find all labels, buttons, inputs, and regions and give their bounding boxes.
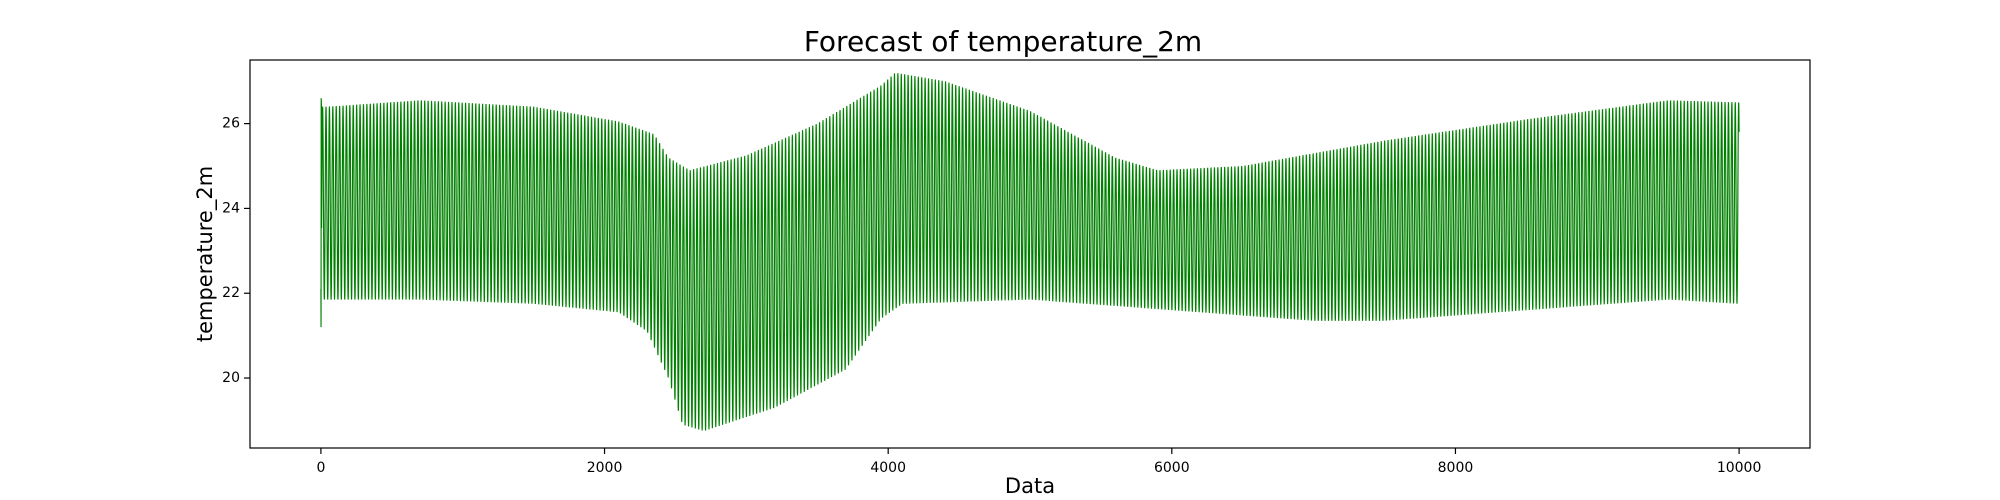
y-axis-ticks: 20 22 24 26 xyxy=(222,116,250,386)
x-tick-label: 8000 xyxy=(1438,460,1474,476)
x-axis-ticks: 0 2000 4000 6000 8000 10000 xyxy=(316,448,1761,476)
series-layer xyxy=(320,73,1740,431)
x-tick-label: 6000 xyxy=(1154,460,1190,476)
x-tick-label: 10000 xyxy=(1717,460,1762,476)
y-tick-label: 22 xyxy=(222,285,240,301)
x-tick-label: 0 xyxy=(316,460,325,476)
x-tick-label: 2000 xyxy=(587,460,623,476)
y-tick-label: 24 xyxy=(222,200,240,216)
series-line xyxy=(320,73,1740,431)
chart-title: Forecast of temperature_2m xyxy=(804,25,1202,58)
plot-frame xyxy=(249,59,1811,449)
x-axis-label: Data xyxy=(1005,474,1055,498)
x-tick-label: 4000 xyxy=(870,460,906,476)
y-tick-label: 26 xyxy=(222,116,240,132)
y-axis-label: temperature_2m xyxy=(193,166,218,342)
y-tick-label: 20 xyxy=(222,370,240,386)
